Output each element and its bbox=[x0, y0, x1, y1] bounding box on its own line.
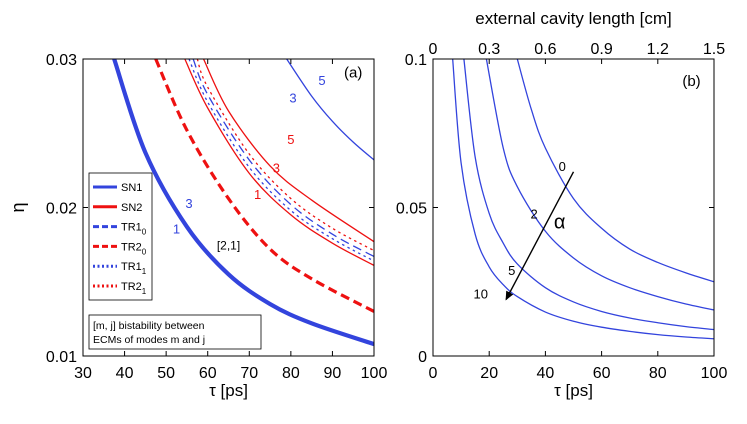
panel-a-y-tick-label: 0.02 bbox=[46, 201, 77, 218]
panel-b-x-tick-label: 20 bbox=[480, 365, 498, 382]
panel-a-series-line-5 bbox=[196, 59, 374, 252]
panel-a-annotation: 1 bbox=[254, 187, 261, 202]
panel-b-x-tick-label: 40 bbox=[537, 365, 555, 382]
panel-b-top-tick-label: 1.2 bbox=[647, 41, 669, 58]
panel-a-legend-label: TR21 bbox=[121, 281, 147, 296]
panel-a-y-axis-label: η bbox=[8, 202, 28, 212]
panel-b-curve-label: 2 bbox=[531, 206, 538, 221]
panel-a-legend-label-text: TR2 bbox=[121, 281, 142, 293]
panel-a-series-line-1 bbox=[154, 59, 374, 313]
panel-b-top-tick-label: 0.6 bbox=[534, 41, 556, 58]
panel-b-series-line-3 bbox=[452, 59, 714, 340]
panel-b-curve-label: 0 bbox=[559, 159, 566, 174]
panel-a-x-tick-label: 90 bbox=[324, 365, 342, 382]
panel-a-legend-label-sub: 0 bbox=[142, 247, 147, 256]
panel-a-y-tick-label: 0.03 bbox=[46, 52, 77, 69]
panel-a-x-tick-label: 40 bbox=[116, 365, 134, 382]
panel-a-legend-label-text: TR2 bbox=[121, 241, 142, 253]
panel-a-x-tick-label: 30 bbox=[74, 365, 92, 382]
panel-b-alpha-arrow bbox=[505, 171, 575, 301]
panel-b-series-line-0 bbox=[516, 59, 714, 283]
panel-a-annotation: 5 bbox=[287, 132, 294, 147]
panel-a-series-group bbox=[112, 59, 374, 347]
panel-a-legend-box bbox=[88, 172, 153, 301]
panel-b-x-tick-label: 100 bbox=[701, 365, 728, 382]
panel-a-y-tick-label: 0.01 bbox=[46, 349, 77, 366]
panel-b-x-axis-label: τ [ps] bbox=[554, 381, 593, 400]
panel-a-legend-label-text: SN2 bbox=[121, 202, 142, 214]
panel-b-alpha-label: α bbox=[554, 211, 566, 233]
panel-a-x-tick-label: 80 bbox=[282, 365, 300, 382]
panel-a-series-line-6 bbox=[202, 59, 374, 243]
panel-a-legend-label: TR20 bbox=[121, 241, 147, 256]
panel-a-legend-label: SN2 bbox=[121, 202, 142, 214]
panel-b-x-tick-label: 0 bbox=[429, 365, 438, 382]
panel-a-legend-label-sub: 1 bbox=[142, 287, 147, 296]
panel-a-legend-label: SN1 bbox=[121, 182, 142, 194]
panel-a-legend-label: TR11 bbox=[121, 261, 147, 276]
panel-a-legend-label-sub: 1 bbox=[142, 267, 147, 276]
panel-a-annotation: (a) bbox=[344, 64, 362, 81]
panel-a-annotation: 3 bbox=[289, 91, 296, 106]
panel-a-legend-label: TR10 bbox=[121, 222, 147, 237]
panel-b-curve-label: 10 bbox=[474, 287, 488, 302]
panel-b-series-group bbox=[452, 59, 714, 340]
panel-a-note-box bbox=[88, 314, 262, 350]
panel-b-y-tick-label: 0.1 bbox=[405, 52, 427, 69]
panel-a-series-line-7 bbox=[286, 59, 374, 161]
panel-a-legend-label-text: TR1 bbox=[121, 222, 142, 234]
panel-a-x-tick-label: 50 bbox=[157, 365, 175, 382]
panel-b-top-axis-label: external cavity length [cm] bbox=[475, 9, 672, 28]
panel-a-x-tick-label: 70 bbox=[240, 365, 258, 382]
panel-a-series-line-2 bbox=[184, 59, 374, 266]
panel-b-top-tick-label: 1.5 bbox=[703, 41, 725, 58]
panel-a-annotation: 3 bbox=[273, 160, 280, 175]
panel-a-series-line-0 bbox=[112, 59, 374, 347]
panel-a-legend-label-text: TR1 bbox=[121, 261, 142, 273]
panel-b-panel-label: (b) bbox=[682, 73, 700, 90]
panel-a-legend-label-text: SN1 bbox=[121, 182, 142, 194]
panel-a-note-line: [m, j] bistability between bbox=[93, 320, 205, 332]
panel-b-series-line-2 bbox=[463, 59, 714, 331]
panel-a-legend-label-sub: 0 bbox=[142, 228, 147, 237]
panel-a-annotation: 1 bbox=[173, 221, 180, 236]
panel-a-series-line-3 bbox=[188, 59, 374, 262]
panel-b-top-tick-label: 0.3 bbox=[478, 41, 500, 58]
panel-a-note-line: ECMs of modes m and j bbox=[93, 334, 205, 346]
panel-b-y-tick-label: 0 bbox=[418, 349, 427, 366]
panel-b-top-tick-label: 0 bbox=[429, 41, 438, 58]
panel-a-series-line-4 bbox=[192, 59, 374, 258]
panel-b-series-line-1 bbox=[485, 59, 714, 311]
panel-b-x-tick-label: 60 bbox=[593, 365, 611, 382]
panel-a-x-tick-label: 100 bbox=[361, 365, 388, 382]
panel-b-y-tick-label: 0.05 bbox=[396, 201, 427, 218]
panel-a-x-axis-label: τ [ps] bbox=[209, 381, 248, 400]
panel-a-annotation: [2,1] bbox=[217, 239, 240, 253]
panel-b-x-tick-label: 80 bbox=[649, 365, 667, 382]
panel-a-x-tick-label: 60 bbox=[199, 365, 217, 382]
panel-b-curve-label: 5 bbox=[508, 263, 515, 278]
panel-b-axes-frame bbox=[432, 58, 715, 357]
panel-a-annotation: 5 bbox=[318, 73, 325, 88]
panel-a-annotation: 3 bbox=[185, 196, 192, 211]
panel-b-top-tick-label: 0.9 bbox=[590, 41, 612, 58]
